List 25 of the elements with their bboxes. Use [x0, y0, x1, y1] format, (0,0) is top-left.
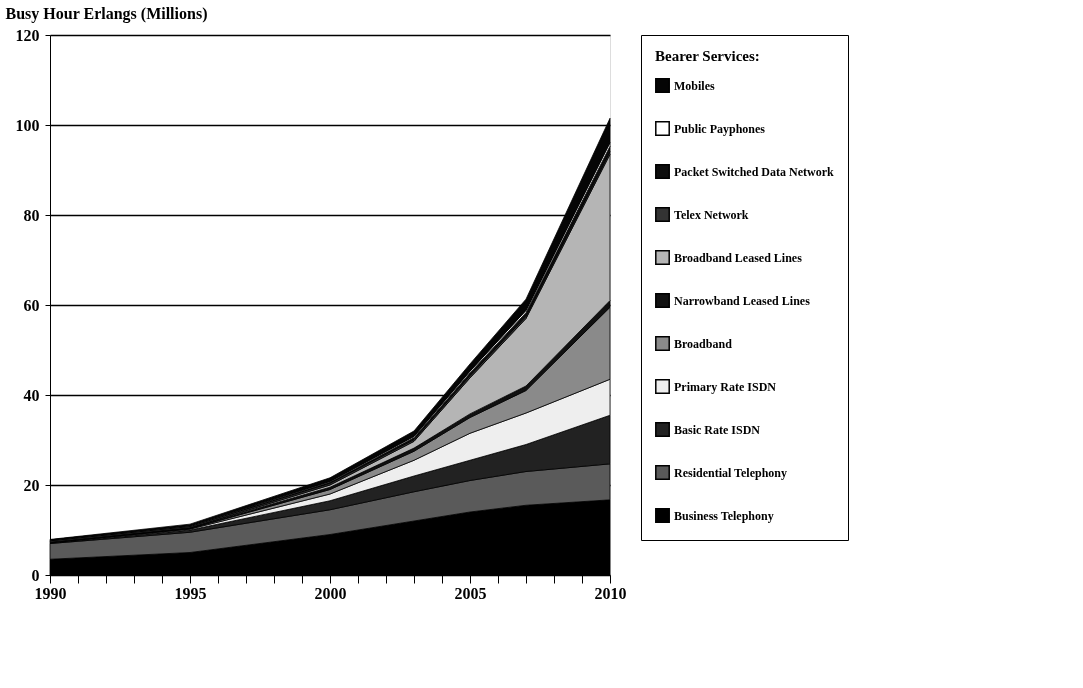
legend-label: Narrowband Leased Lines [674, 293, 811, 308]
x-tick-label: 1995 [174, 584, 207, 602]
legend-label: Residential Telephony [674, 465, 788, 480]
legend-label: Mobiles [674, 78, 715, 93]
y-tick-label: 80 [23, 206, 40, 224]
legend-label: Business Telephony [674, 508, 774, 523]
y-tick-label: 120 [15, 26, 40, 44]
legend-label: Broadband Leased Lines [674, 250, 803, 265]
x-tick-label: 1990 [34, 584, 67, 602]
y-tick-label: 20 [23, 476, 40, 494]
legend-label: Broadband [674, 336, 733, 351]
legend-label: Public Payphones [674, 121, 766, 136]
y-tick-label: 60 [23, 296, 40, 314]
legend-label: Telex Network [674, 207, 749, 222]
legend-label: Primary Rate ISDN [674, 379, 777, 394]
y-tick-label: 100 [15, 116, 40, 134]
legend-label: Packet Switched Data Network [674, 164, 834, 179]
x-tick-label: 2000 [314, 584, 347, 602]
x-tick-label: 2010 [594, 584, 627, 602]
y-tick-label: 40 [23, 386, 40, 404]
legend-title: Bearer Services: [655, 48, 760, 64]
legend-label: Basic Rate ISDN [674, 422, 761, 437]
x-tick-label: 2005 [454, 584, 487, 602]
y-axis-title: Busy Hour Erlangs (Millions) [5, 4, 208, 23]
y-tick-label: 0 [31, 566, 40, 584]
